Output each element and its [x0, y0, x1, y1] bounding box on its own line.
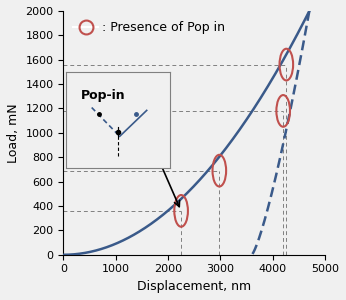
X-axis label: Displacement, nm: Displacement, nm	[137, 280, 251, 293]
Legend: : Presence of Pop in: : Presence of Pop in	[70, 17, 229, 38]
Y-axis label: Load, mN: Load, mN	[7, 103, 20, 163]
Text: Pop-in: Pop-in	[81, 89, 126, 102]
